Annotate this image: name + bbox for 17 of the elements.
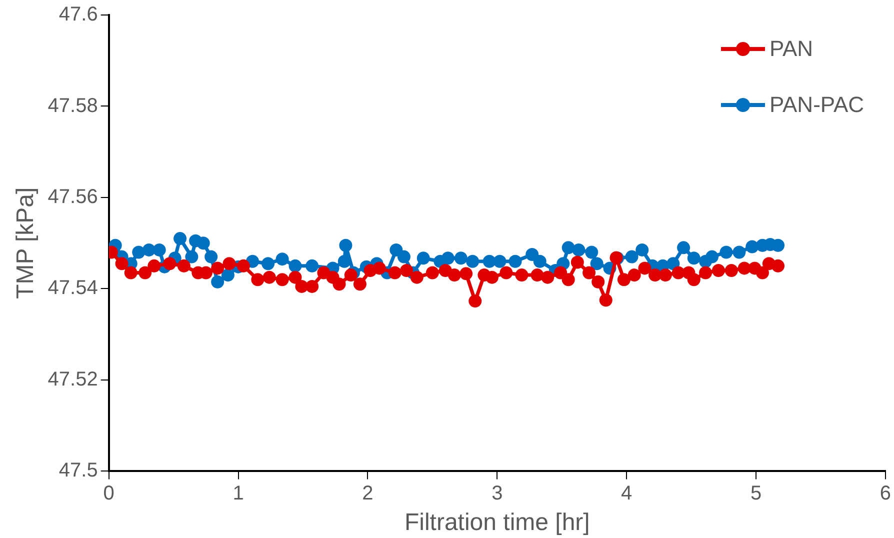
y-tick-label: 47.52 bbox=[48, 368, 98, 390]
x-axis-title: Filtration time [hr] bbox=[404, 509, 590, 536]
y-tick-label: 47.5 bbox=[58, 460, 98, 482]
y-tick-label: 47.54 bbox=[48, 277, 98, 300]
x-tick-label: 1 bbox=[232, 482, 244, 505]
x-tick-label: 2 bbox=[362, 482, 374, 505]
y-tick-label: 47.6 bbox=[58, 4, 98, 26]
y-axis-title: TMP [kPa] bbox=[12, 187, 40, 299]
x-tick-label: 6 bbox=[880, 482, 891, 505]
legend-label: PAN-PAC bbox=[769, 92, 864, 118]
y-tick-label: 47.56 bbox=[48, 186, 98, 208]
y-tick-label: 47.58 bbox=[48, 94, 98, 117]
x-tick-label: 4 bbox=[621, 482, 632, 505]
legend-label: PAN bbox=[769, 36, 814, 62]
x-tick-label: 0 bbox=[103, 482, 114, 505]
x-tick-label: 3 bbox=[492, 482, 503, 505]
x-tick-label: 5 bbox=[750, 482, 762, 505]
